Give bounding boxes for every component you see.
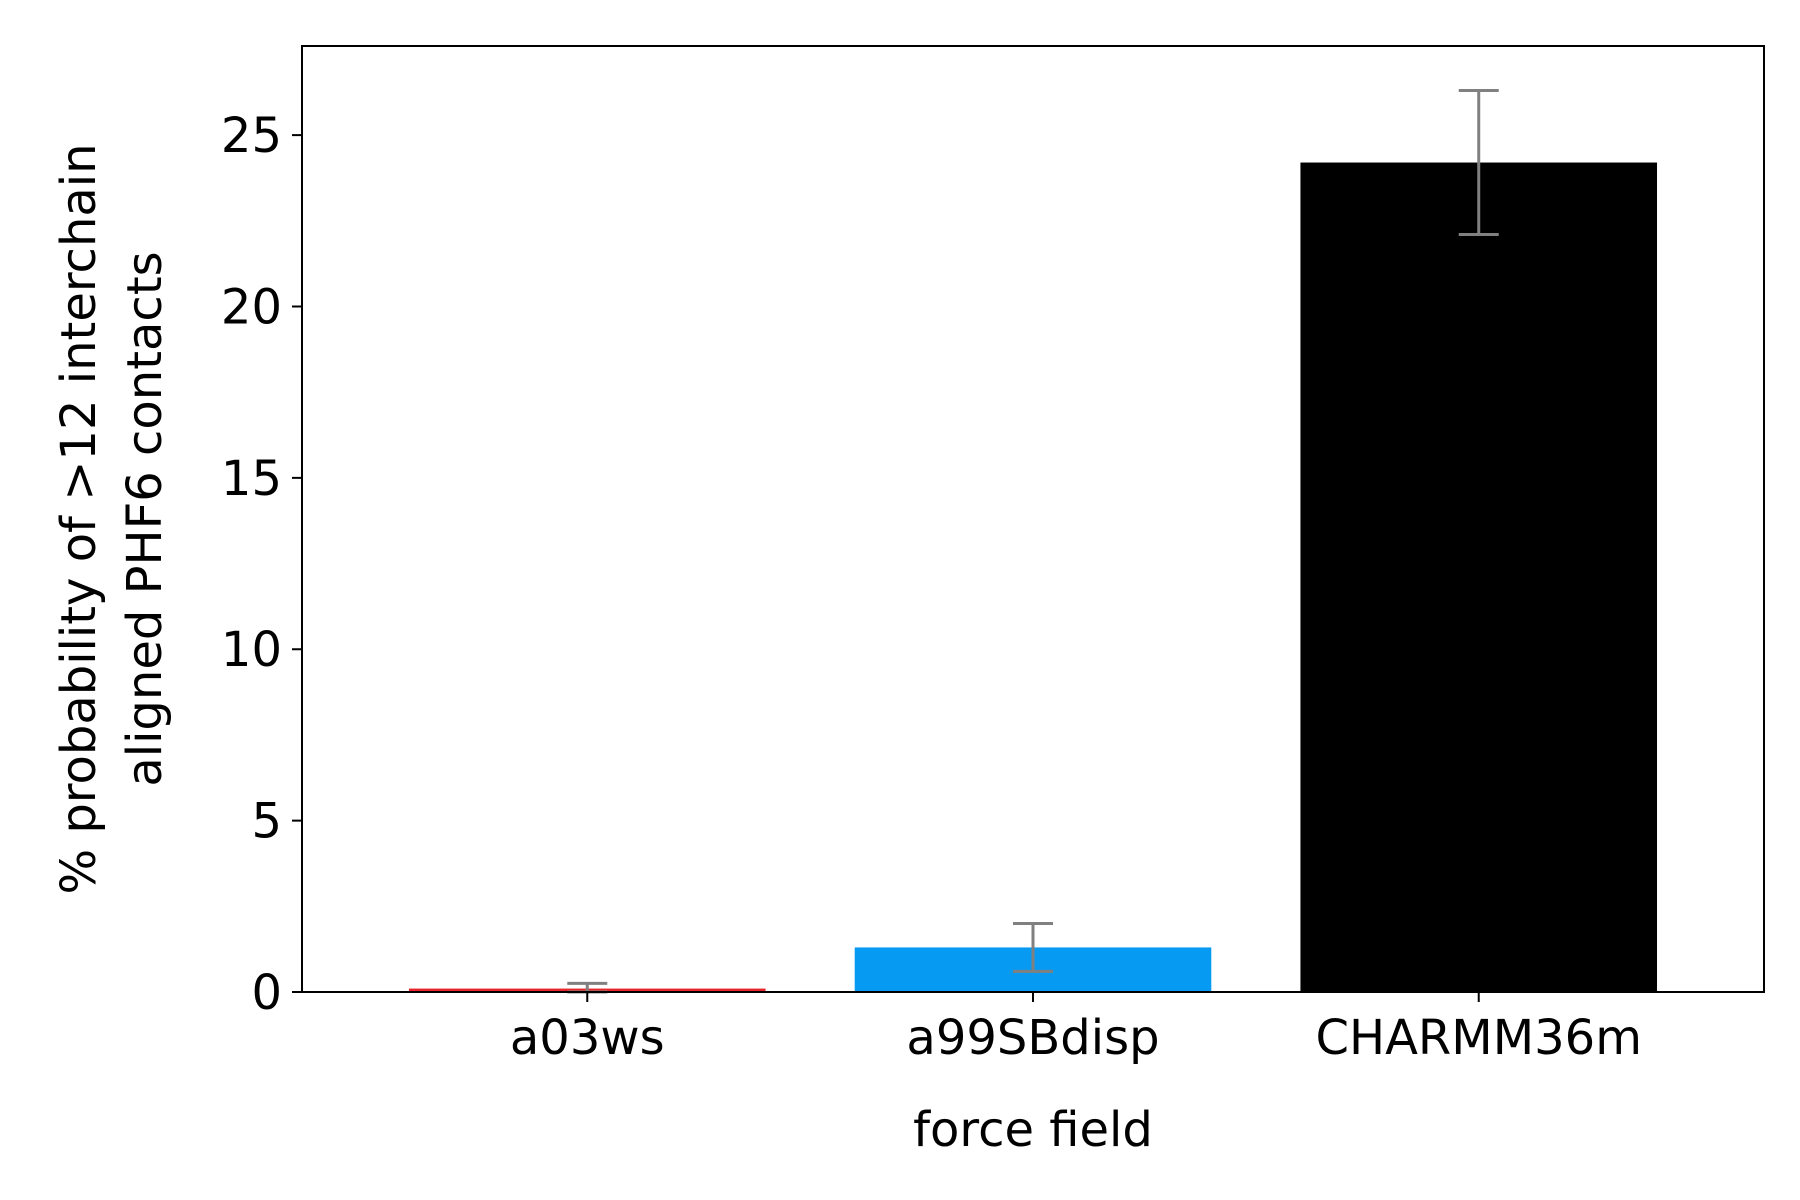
bars-layer: [408, 162, 1658, 992]
y-tick-label: 25: [221, 108, 282, 164]
x-tick-label: CHARMM36m: [1315, 1010, 1641, 1066]
y-tick-label: 20: [221, 279, 282, 335]
error-bar-charmm36m: [1458, 89, 1499, 237]
y-tick-label: 5: [251, 794, 282, 850]
y-axis-ticks: 0 5 10 15 20 25: [221, 108, 302, 1021]
y-axis-label: % probability of >12 interchain aligned …: [51, 143, 173, 894]
y-tick-label: 0: [251, 965, 282, 1021]
x-axis-ticks: a03ws a99SBdisp CHARMM36m: [510, 992, 1642, 1066]
x-tick-label: a99SBdisp: [906, 1010, 1159, 1066]
y-axis-label-line-1: % probability of >12 interchain: [51, 143, 107, 894]
y-tick-label: 15: [221, 451, 282, 507]
x-axis-label: force field: [913, 1102, 1153, 1158]
x-tick-label: a03ws: [510, 1010, 665, 1066]
y-tick-label: 10: [221, 622, 282, 678]
bar-charmm36m: [1300, 162, 1658, 992]
error-bar-a03ws: [567, 981, 608, 994]
y-axis-label-line-2: aligned PHF6 contacts: [117, 251, 173, 786]
error-bar-a99sbdisp: [1013, 921, 1053, 973]
